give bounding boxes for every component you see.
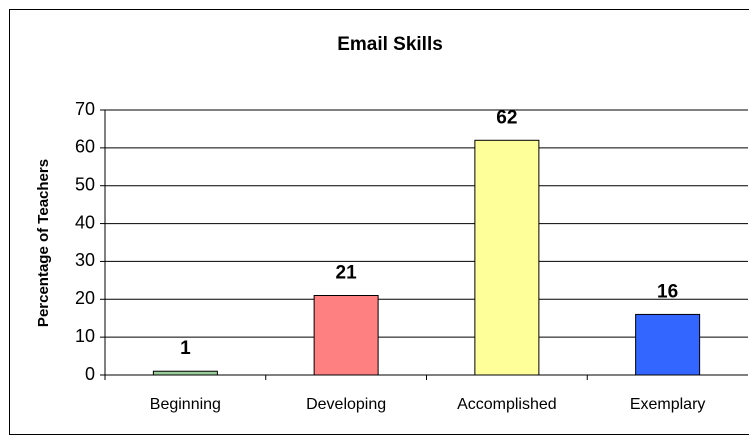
x-tick-label: Accomplished [457,396,557,413]
data-label: 1 [180,338,191,359]
bar [313,295,379,376]
data-label: 62 [496,107,517,128]
y-tick-label: 20 [75,288,95,308]
data-label: 21 [336,263,358,284]
y-tick-label: 10 [75,326,95,346]
x-tick-label: Exemplary [630,396,706,413]
chart-title: Email Skills [337,34,443,55]
bar [635,313,701,376]
y-tick-label: 50 [75,174,95,194]
y-tick-label: 40 [75,212,95,232]
bar [474,139,540,376]
y-tick-label: 70 [75,99,95,119]
y-tick-label: 60 [75,137,95,157]
data-label: 16 [657,281,678,302]
x-tick-label: Beginning [150,396,221,413]
y-tick-label: 30 [75,250,95,270]
bar [152,370,218,376]
chart-border [9,9,749,435]
y-axis-label: Percentage of Teachers [35,159,52,327]
y-tick-label: 0 [85,364,95,384]
x-tick-label: Developing [306,396,386,413]
